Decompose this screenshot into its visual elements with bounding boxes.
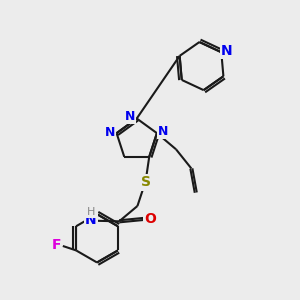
Text: F: F xyxy=(52,238,61,252)
Text: S: S xyxy=(141,176,151,190)
Text: N: N xyxy=(125,110,136,123)
Text: N: N xyxy=(221,44,232,58)
Text: N: N xyxy=(85,213,96,227)
Text: H: H xyxy=(86,208,95,218)
Text: N: N xyxy=(158,125,169,138)
Text: N: N xyxy=(105,126,115,139)
Text: O: O xyxy=(144,212,156,226)
